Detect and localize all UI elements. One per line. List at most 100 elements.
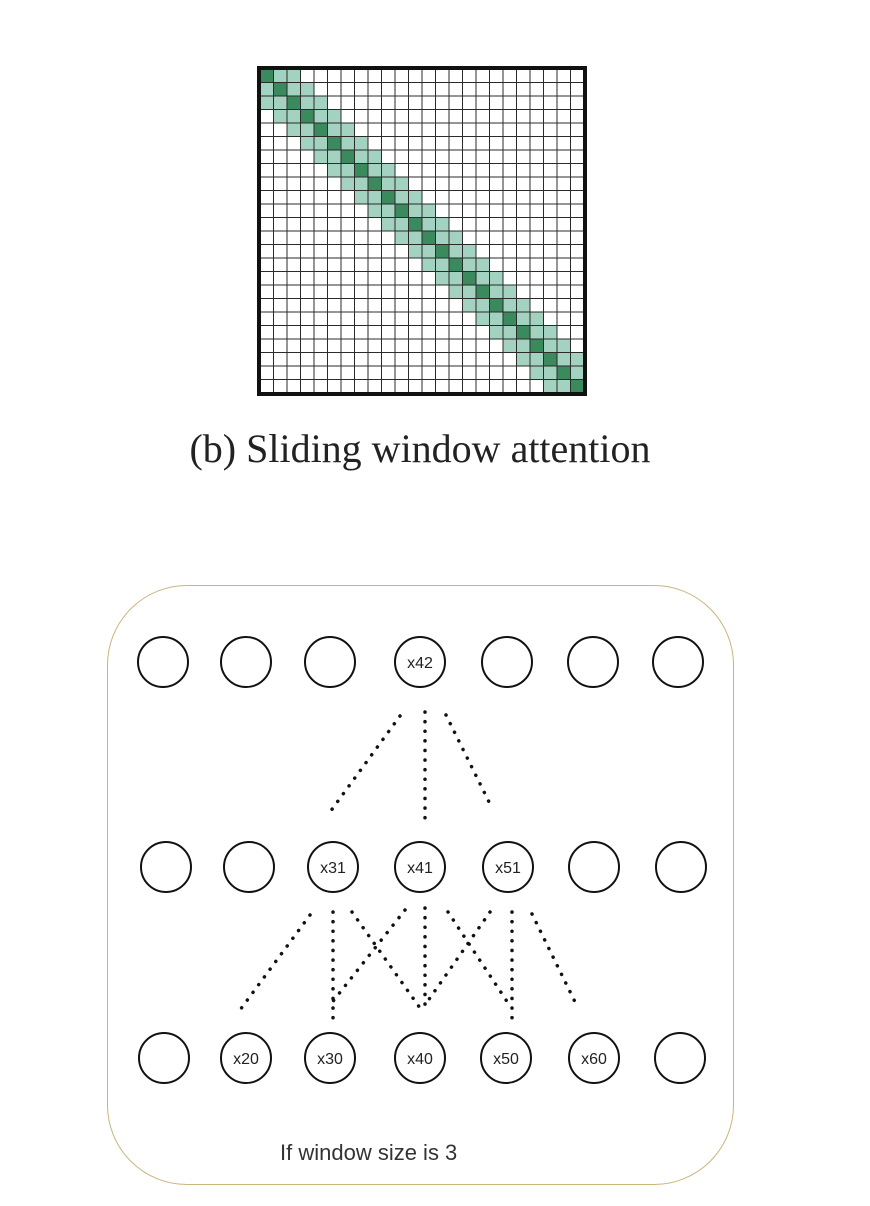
diagonal-cell [570,379,584,393]
window-cell [368,163,382,177]
diagonal-cell [489,298,503,312]
window-cell [422,258,436,272]
window-cell [395,231,409,245]
window-cell [557,339,571,353]
window-cell [314,150,328,164]
window-cell [489,325,503,339]
window-diagram-frame [107,585,734,1185]
window-cell [327,109,341,123]
diagonal-cell [476,285,490,299]
window-cell [314,96,328,110]
window-cell [543,325,557,339]
window-cell [489,285,503,299]
window-cell [368,204,382,218]
window-cell [368,150,382,164]
window-cell [314,136,328,150]
diagonal-cell [543,352,557,366]
window-cell [516,352,530,366]
window-cell [462,285,476,299]
token-label: x20 [233,1051,259,1068]
window-cell [516,339,530,353]
window-cell [395,190,409,204]
diagonal-cell [260,69,274,83]
window-cell [462,298,476,312]
window-cell [435,217,449,231]
window-cell [435,231,449,245]
token-node-x30: x30 [304,1032,356,1084]
window-cell [327,150,341,164]
diagonal-cell [381,190,395,204]
window-cell [341,177,355,191]
window-cell [381,217,395,231]
window-cell [368,190,382,204]
token-label: x60 [581,1051,607,1068]
window-cell [557,379,571,393]
window-cell [395,217,409,231]
window-cell [273,109,287,123]
attention-link [238,913,312,1012]
window-cell [354,136,368,150]
window-cell [341,163,355,177]
window-cell [503,285,517,299]
window-cell [408,204,422,218]
attention-link [423,910,492,1007]
diagonal-cell [408,217,422,231]
diagonal-cell [557,366,571,380]
token-node-x20: x20 [220,1032,272,1084]
window-cell [273,96,287,110]
token-node-x31: x31 [307,841,359,893]
window-cell [381,177,395,191]
window-cell [300,136,314,150]
token-node [140,841,192,893]
token-node [137,636,189,688]
window-cell [516,298,530,312]
window-cell [570,366,584,380]
window-cell [287,69,301,83]
token-label: x51 [495,860,521,877]
diagonal-cell [435,244,449,258]
window-cell [530,325,544,339]
token-label: x50 [493,1051,519,1068]
window-cell [449,231,463,245]
window-cell [530,312,544,326]
diagonal-cell [287,96,301,110]
window-cell [273,69,287,83]
token-node [220,636,272,688]
window-cell [354,190,368,204]
token-node-x50: x50 [480,1032,532,1084]
matrix-border [257,66,587,396]
window-cell [395,177,409,191]
window-cell [408,190,422,204]
diagonal-cell [368,177,382,191]
window-cell [476,258,490,272]
window-cell [462,244,476,258]
diagonal-cell [449,258,463,272]
token-node [138,1032,190,1084]
window-cell [462,258,476,272]
diagonal-cell [530,339,544,353]
sliding-window-attention-matrix [257,66,587,396]
window-cell [327,163,341,177]
attention-link [446,910,512,1008]
window-cell [300,96,314,110]
window-cell [449,285,463,299]
window-cell [476,271,490,285]
diagonal-cell [422,231,436,245]
window-cell [503,339,517,353]
token-node [481,636,533,688]
token-node-x40: x40 [394,1032,446,1084]
window-cell [489,312,503,326]
diagonal-cell [503,312,517,326]
window-cell [543,379,557,393]
window-size-caption: If window size is 3 [280,1140,458,1165]
diagonal-cell [314,123,328,137]
window-cell [341,123,355,137]
token-label: x31 [320,860,346,877]
window-cell [570,352,584,366]
window-cell [381,163,395,177]
window-cell [503,298,517,312]
token-label: x40 [407,1051,433,1068]
token-label: x41 [407,860,433,877]
token-node [652,636,704,688]
